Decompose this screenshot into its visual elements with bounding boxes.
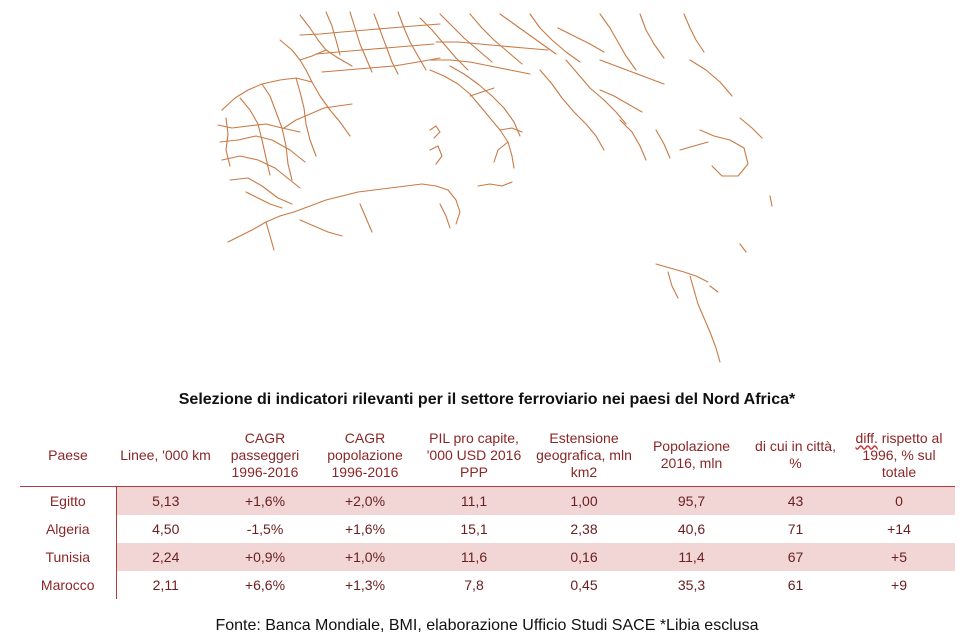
cell-value: 95,7 [635,486,748,515]
cell-value: 11,1 [415,486,533,515]
cell-value: 35,3 [677,577,706,593]
cell-value: +9 [891,577,907,593]
cell-value: 0,45 [570,577,598,593]
cell-value: -1,5% [246,521,284,537]
rail-network-north-africa [227,183,773,363]
cell-value: +5 [843,543,955,571]
railway-network-map [217,11,773,363]
cell-value: +2,0% [315,486,415,515]
cell-value: 11,6 [415,543,533,571]
col-header-popolazione: Popolazione 2016, mln [635,424,748,487]
cell-value: +1,3% [344,577,386,593]
col-header-diff-rest: rispetto al 1996, % sul totale [862,429,943,480]
cell-value: 0,16 [533,543,635,571]
cell-country: Algeria [45,521,90,537]
cell-value: 2,38 [570,521,598,537]
cell-value: 11,4 [635,543,748,571]
cell-value: 2,24 [115,543,215,571]
table-header-row: Paese Linee, '000 km CAGR passeggeri 199… [20,424,955,487]
cell-value: 4,50 [115,515,215,543]
table-row: Tunisia 2,24 +0,9% +1,0% 11,6 0,16 11,4 … [20,543,955,571]
table-title: Selezione di indicatori rilevanti per il… [178,391,796,408]
cell-value: 61 [787,577,804,593]
col-header-cagr-passeggeri: CAGR passeggeri 1996-2016 [215,424,315,487]
cell-value: +1,6% [215,486,315,515]
col-header-estensione: Estensione geografica, mln km2 [533,424,635,487]
cell-value: 67 [748,543,843,571]
table-row: Algeria 4,50 -1,5% +1,6% 15,1 2,38 40,6 … [20,515,955,543]
col-header-diff: diff. rispetto al 1996, % sul totale [843,424,955,487]
source-note: Fonte: Banca Mondiale, BMI, elaborazione… [215,617,759,634]
cell-value: +0,9% [215,543,315,571]
cell-value: 43 [748,486,843,515]
cell-value: 0 [843,486,955,515]
cell-country: Egitto [49,493,86,509]
cell-value: +1,0% [315,543,415,571]
cell-value: 2,11 [115,571,215,599]
rail-network-italy [429,65,523,187]
col-header-pil: PIL pro capite, '000 USD 2016 PPP [415,424,533,487]
cell-value: 40,6 [677,521,706,537]
cell-value: +14 [887,521,911,537]
col-header-diff-prefix: diff. [855,429,878,446]
table-row: Egitto 5,13 +1,6% +2,0% 11,1 1,00 95,7 4… [20,486,955,515]
cell-value: +6,6% [244,577,286,593]
cell-country: Marocco [40,577,95,593]
table-row: Marocco 2,11 +6,6% +1,3% 7,8 0,45 35,3 6… [20,571,955,599]
cell-country: Tunisia [45,549,91,565]
rail-network-balkans [539,59,763,177]
col-header-citta: di cui in città, % [748,424,843,487]
col-header-cagr-popolazione: CAGR popolazione 1996-2016 [315,424,415,487]
cell-value: 5,13 [115,486,215,515]
cell-value: 15,1 [460,521,488,537]
rail-network-iberia [217,39,353,209]
col-header-linee: Linee, '000 km [116,424,215,487]
cell-value: 7,8 [464,577,484,593]
col-header-paese: Paese [20,424,116,487]
cell-value: 71 [787,521,804,537]
rail-network-europe [299,11,733,97]
cell-value: +1,6% [344,521,386,537]
cell-value: 1,00 [533,486,635,515]
indicators-table: Paese Linee, '000 km CAGR passeggeri 199… [20,424,955,599]
